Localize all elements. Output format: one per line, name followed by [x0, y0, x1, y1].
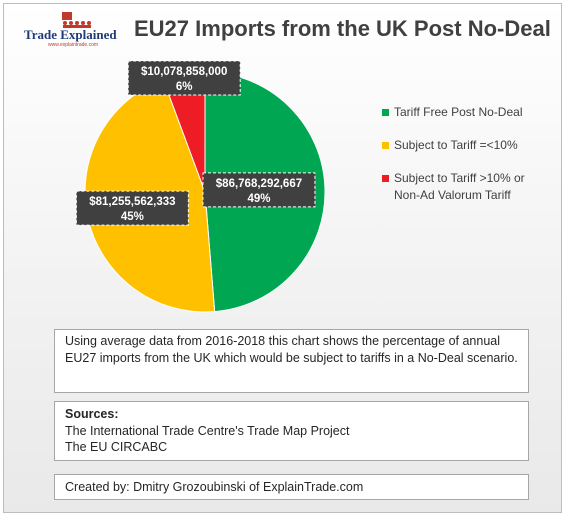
source-item: The EU CIRCABC — [65, 440, 168, 454]
data-label-percent: 6% — [176, 81, 193, 93]
legend-swatch — [382, 142, 389, 149]
data-label-box — [127, 60, 241, 96]
data-label-1: $81,255,562,333 45% — [75, 190, 189, 226]
legend: Tariff Free Post No-Deal Subject to Tarif… — [382, 104, 557, 220]
chart-frame: Trade Explained www.explaintrade.com EU2… — [3, 3, 562, 513]
data-label-value: $86,768,292,667 — [216, 178, 302, 190]
legend-swatch — [382, 175, 389, 182]
sources-heading: Sources: — [65, 407, 119, 421]
legend-label: Subject to Tariff >10% or — [394, 171, 525, 185]
data-label-percent: 45% — [121, 211, 144, 223]
description-box: Using average data from 2016-2018 this c… — [54, 329, 529, 393]
data-label-0: $86,768,292,667 49% — [202, 172, 316, 208]
description-text: Using average data from 2016-2018 this c… — [65, 334, 518, 365]
data-label-value: $10,078,858,000 — [141, 66, 227, 78]
legend-item-2: Subject to Tariff >10% or Non-Ad Valorum … — [382, 170, 557, 204]
data-label-box — [75, 190, 189, 226]
data-label-2: $10,078,858,000 6% — [127, 60, 241, 96]
sources-box: Sources: The International Trade Centre'… — [54, 401, 529, 461]
credit-box: Created by: Dmitry Grozoubinski of Expla… — [54, 474, 529, 500]
data-label-box — [202, 172, 316, 208]
credit-text: Created by: Dmitry Grozoubinski of Expla… — [65, 480, 364, 494]
trade-explained-logo: Trade Explained www.explaintrade.com — [24, 12, 134, 48]
legend-item-0: Tariff Free Post No-Deal — [382, 104, 557, 121]
legend-item-1: Subject to Tariff =<10% — [382, 137, 557, 154]
source-item: The International Trade Centre's Trade M… — [65, 423, 350, 438]
data-label-value: $81,255,562,333 — [89, 196, 175, 208]
legend-swatch — [382, 109, 389, 116]
data-label-percent: 49% — [247, 193, 270, 205]
logo-title: Trade Explained — [24, 27, 117, 42]
pie-chart: $86,768,292,667 49% $81,255,562,333 45% $10,… — [75, 60, 326, 313]
legend-label: Tariff Free Post No-Deal — [394, 105, 523, 119]
legend-label: Subject to Tariff =<10% — [394, 138, 518, 152]
legend-label: Non-Ad Valorum Tariff — [394, 188, 511, 202]
logo-subtitle: www.explaintrade.com — [48, 42, 99, 48]
chart-title: EU27 Imports from the UK Post No-Deal — [134, 16, 551, 41]
people-icon — [62, 12, 91, 28]
